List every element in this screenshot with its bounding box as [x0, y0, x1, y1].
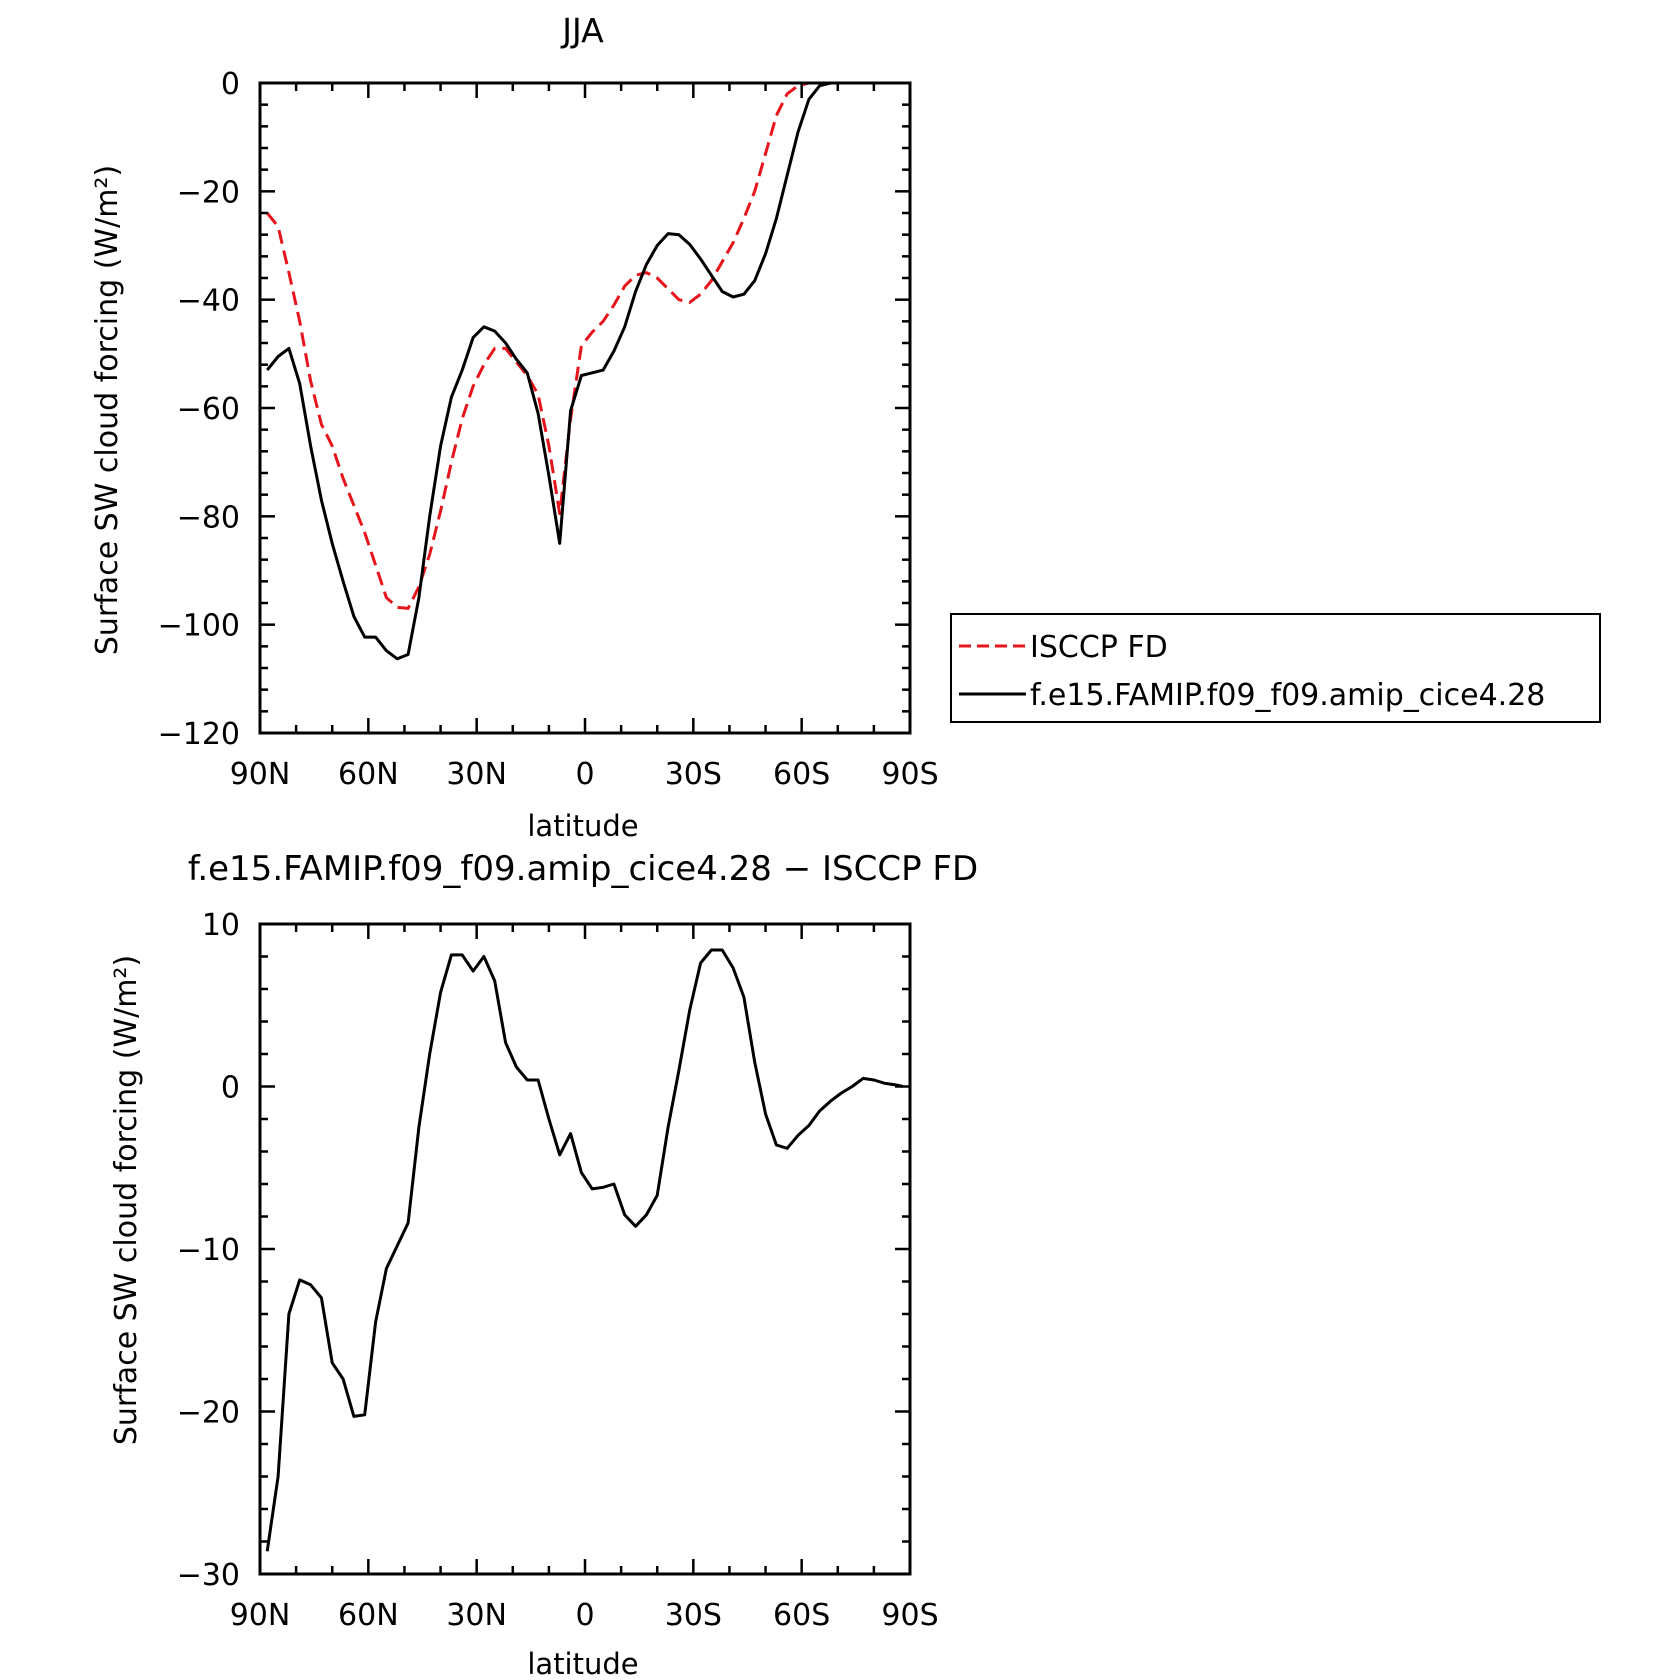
top-x-tick-label: 30S [665, 757, 722, 792]
bottom-x-tick-label: 90S [881, 1598, 938, 1633]
bottom-x-tick-label: 30N [446, 1598, 507, 1633]
bottom-series-line-0 [265, 948, 904, 1552]
bottom-panel: f.e15.FAMIP.f09_f09.amip_cice4.28 − ISCC… [109, 849, 978, 1680]
bottom-y-tick-label: 10 [202, 908, 240, 943]
top-x-tick-label: 90N [230, 757, 291, 792]
top-series-line-1 [266, 81, 903, 661]
bottom-chart-title: f.e15.FAMIP.f09_f09.amip_cice4.28 − ISCC… [188, 849, 978, 889]
top-x-tick-label: 90S [881, 757, 938, 792]
bottom-x-tick-label: 60N [338, 1598, 399, 1633]
legend-box [950, 613, 1601, 723]
top-y-axis-label: Surface SW cloud forcing (W/m²) [90, 165, 125, 655]
bottom-y-tick-label: −30 [177, 1558, 240, 1593]
legend-label-model: f.e15.FAMIP.f09_f09.amip_cice4.28 [1030, 678, 1545, 713]
bottom-x-tick-label: 90N [230, 1598, 291, 1633]
bottom-y-tick-label: −20 [177, 1396, 240, 1431]
bottom-y-tick-label: 0 [221, 1071, 240, 1106]
bottom-axes-group: 90N 60N 30N 0 30S 60S 90S 10 0 −10 −20 −30 [177, 908, 939, 1633]
top-plot-frame [258, 81, 912, 735]
legend: ISCCP FD f.e15.FAMIP.f09_f09.amip_cice4.… [950, 613, 1601, 723]
top-chart-title: JJA [560, 11, 604, 50]
top-series-group [266, 81, 903, 661]
top-series-line-0 [266, 81, 903, 610]
top-y-tick-label: −60 [177, 392, 240, 427]
bottom-x-tick-label: 30S [665, 1598, 722, 1633]
top-y-tick-label: −100 [158, 609, 240, 644]
bottom-series-group [265, 948, 904, 1552]
top-panel: JJA 90N 60N 30N 0 30S 60S 90S 0 −20 −40 −60 −80 −100… [90, 11, 939, 843]
legend-label-isccp: ISCCP FD [1030, 630, 1168, 665]
top-y-tick-label: 0 [221, 67, 240, 102]
top-x-tick-label: 0 [575, 757, 594, 792]
bottom-y-axis-label: Surface SW cloud forcing (W/m²) [109, 955, 144, 1445]
top-x-tick-label: 60S [773, 757, 830, 792]
bottom-x-tick-label: 0 [575, 1598, 594, 1633]
bottom-plot-frame [258, 922, 912, 1576]
bottom-x-tick-label: 60S [773, 1598, 830, 1633]
top-x-tick-label: 30N [446, 757, 507, 792]
bottom-y-tick-label: −10 [177, 1233, 240, 1268]
top-x-axis-label: latitude [527, 809, 638, 843]
bottom-x-axis-label: latitude [527, 1647, 638, 1680]
top-y-tick-label: −40 [177, 284, 240, 319]
top-y-tick-label: −20 [177, 175, 240, 210]
top-axes-group: 90N 60N 30N 0 30S 60S 90S 0 −20 −40 −60 −80 −100 −120 [158, 67, 939, 792]
top-y-tick-label: −120 [158, 717, 240, 752]
top-x-tick-label: 60N [338, 757, 399, 792]
top-y-tick-label: −80 [177, 500, 240, 535]
